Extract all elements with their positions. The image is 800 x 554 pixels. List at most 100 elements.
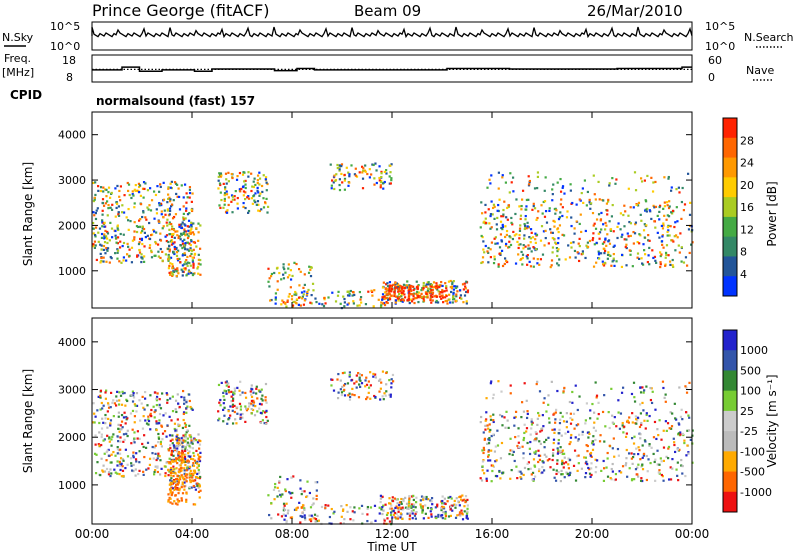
power-echo	[167, 259, 170, 262]
velocity-echo-strong	[180, 461, 183, 465]
velocity-echo	[460, 509, 463, 512]
power-echo	[117, 205, 121, 208]
velocity-echo	[381, 506, 384, 509]
power-echo	[258, 171, 261, 174]
velocity-echo	[311, 503, 314, 507]
velocity-echo	[517, 470, 520, 473]
power-echo	[282, 273, 285, 276]
velocity-echo	[217, 383, 221, 387]
power-echo	[358, 290, 361, 294]
power-echo	[604, 228, 607, 231]
power-echo	[544, 176, 547, 179]
power-echo	[526, 254, 529, 257]
velocity-echo	[618, 470, 621, 473]
velocity-echo	[158, 455, 161, 458]
power-echo	[242, 201, 245, 205]
power-echo	[685, 264, 689, 267]
power-echo	[663, 176, 666, 179]
power-echo	[484, 211, 487, 214]
power-echo	[140, 260, 143, 264]
power-echo	[252, 194, 256, 197]
velocity-echo	[591, 448, 595, 451]
velocity-echo	[125, 432, 128, 435]
power-echo	[605, 202, 609, 205]
power-echo	[274, 302, 277, 305]
power-echo	[190, 252, 193, 256]
velocity-echo	[499, 457, 503, 460]
power-echo	[624, 245, 627, 249]
power-echo	[188, 232, 191, 235]
velocity-echo	[492, 433, 495, 436]
velocity-echo	[102, 404, 105, 407]
power-echo-strong	[429, 297, 432, 300]
power-echo	[153, 217, 156, 220]
velocity-echo	[182, 439, 185, 442]
power-echo	[247, 209, 251, 213]
velocity-echo	[148, 457, 152, 460]
power-echo	[664, 263, 667, 266]
power-echo	[223, 197, 226, 201]
power-echo	[196, 265, 200, 268]
power-echo	[170, 235, 174, 238]
power-echo	[612, 230, 615, 233]
velocity-echo	[181, 389, 185, 393]
velocity-echo	[135, 392, 139, 395]
power-echo	[417, 300, 420, 304]
velocity-echo	[606, 457, 609, 460]
power-echo	[551, 188, 554, 191]
velocity-echo	[99, 473, 102, 477]
power-echo-strong	[425, 285, 428, 288]
power-echo	[528, 179, 531, 183]
velocity-echo	[536, 423, 539, 427]
power-echo	[394, 299, 398, 302]
power-echo	[551, 251, 554, 254]
power-echo	[380, 175, 383, 179]
power-echo	[176, 257, 179, 261]
velocity-echo	[388, 520, 392, 523]
velocity-echo	[481, 465, 484, 468]
power-echo	[195, 245, 198, 248]
power-echo	[129, 219, 132, 223]
velocity-echo	[552, 438, 556, 441]
power-echo	[436, 288, 439, 291]
power-echo	[195, 227, 198, 230]
velocity-echo	[484, 419, 487, 422]
power-echo	[338, 165, 341, 168]
power-echo	[522, 247, 525, 250]
velocity-echo	[103, 470, 107, 473]
power-echo	[114, 229, 117, 233]
velocity-echo	[176, 418, 179, 421]
velocity-echo	[276, 495, 279, 498]
power-echo	[638, 257, 641, 261]
power-echo	[603, 241, 606, 244]
power-echo	[192, 266, 195, 269]
velocity-echo-strong	[177, 482, 180, 485]
power-echo	[484, 244, 487, 248]
velocity-echo	[388, 393, 391, 397]
power-echo	[672, 265, 675, 269]
power-echo	[192, 262, 195, 265]
velocity-echo	[288, 491, 291, 494]
velocity-echo	[94, 443, 97, 446]
power-echo	[168, 250, 171, 253]
velocity-echo	[197, 455, 201, 458]
velocity-echo	[112, 433, 115, 436]
velocity-echo	[157, 436, 160, 439]
power-echo	[287, 267, 290, 270]
power-echo-strong	[431, 299, 434, 302]
velocity-echo	[131, 390, 135, 393]
velocity-echo	[228, 417, 231, 420]
power-echo	[168, 245, 171, 248]
velocity-echo	[152, 405, 155, 408]
velocity-echo	[399, 516, 402, 519]
velocity-echo	[339, 379, 342, 382]
power-echo	[183, 223, 186, 226]
power-echo	[175, 251, 179, 254]
velocity-echo	[184, 436, 188, 439]
power-echo	[336, 163, 339, 167]
velocity-echo	[339, 388, 342, 391]
velocity-echo	[642, 391, 645, 394]
velocity-echo	[449, 514, 453, 517]
power-echo	[495, 228, 499, 231]
power-echo	[305, 293, 309, 296]
